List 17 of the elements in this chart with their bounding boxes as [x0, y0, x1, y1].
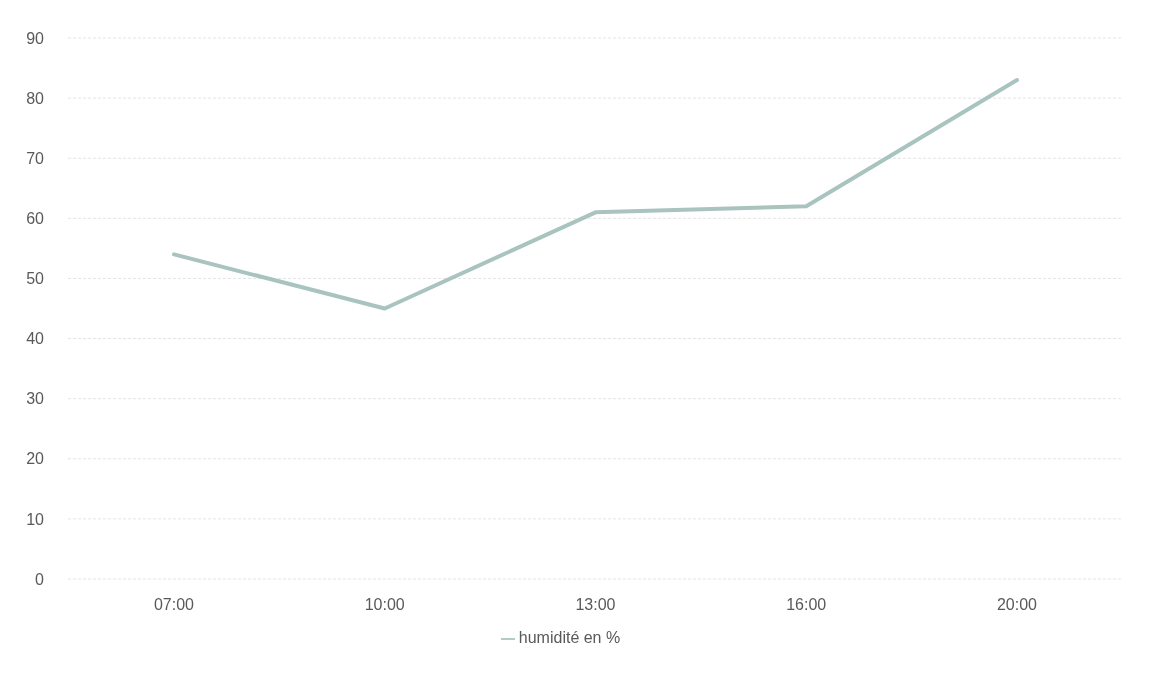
y-tick-label: 30 — [26, 390, 45, 408]
y-tick-label: 70 — [26, 149, 45, 167]
y-tick-label: 80 — [26, 89, 45, 107]
x-tick-label: 16:00 — [786, 596, 827, 614]
y-tick-label: 90 — [26, 29, 45, 47]
y-tick-label: 40 — [26, 330, 45, 348]
legend-label: humidité en % — [518, 629, 621, 646]
y-tick-label: 20 — [26, 450, 45, 468]
line-series — [172, 78, 1019, 311]
x-tick-label: 13:00 — [575, 596, 616, 614]
y-tick-label: 0 — [35, 570, 45, 588]
y-tick-label: 60 — [26, 210, 45, 228]
y-tick-label: 10 — [26, 510, 45, 528]
x-tick-label: 07:00 — [153, 596, 195, 614]
x-tick-label: 10:00 — [364, 596, 405, 614]
y-tick-label: 50 — [26, 270, 45, 288]
x-tick-label: 20:00 — [996, 596, 1038, 614]
